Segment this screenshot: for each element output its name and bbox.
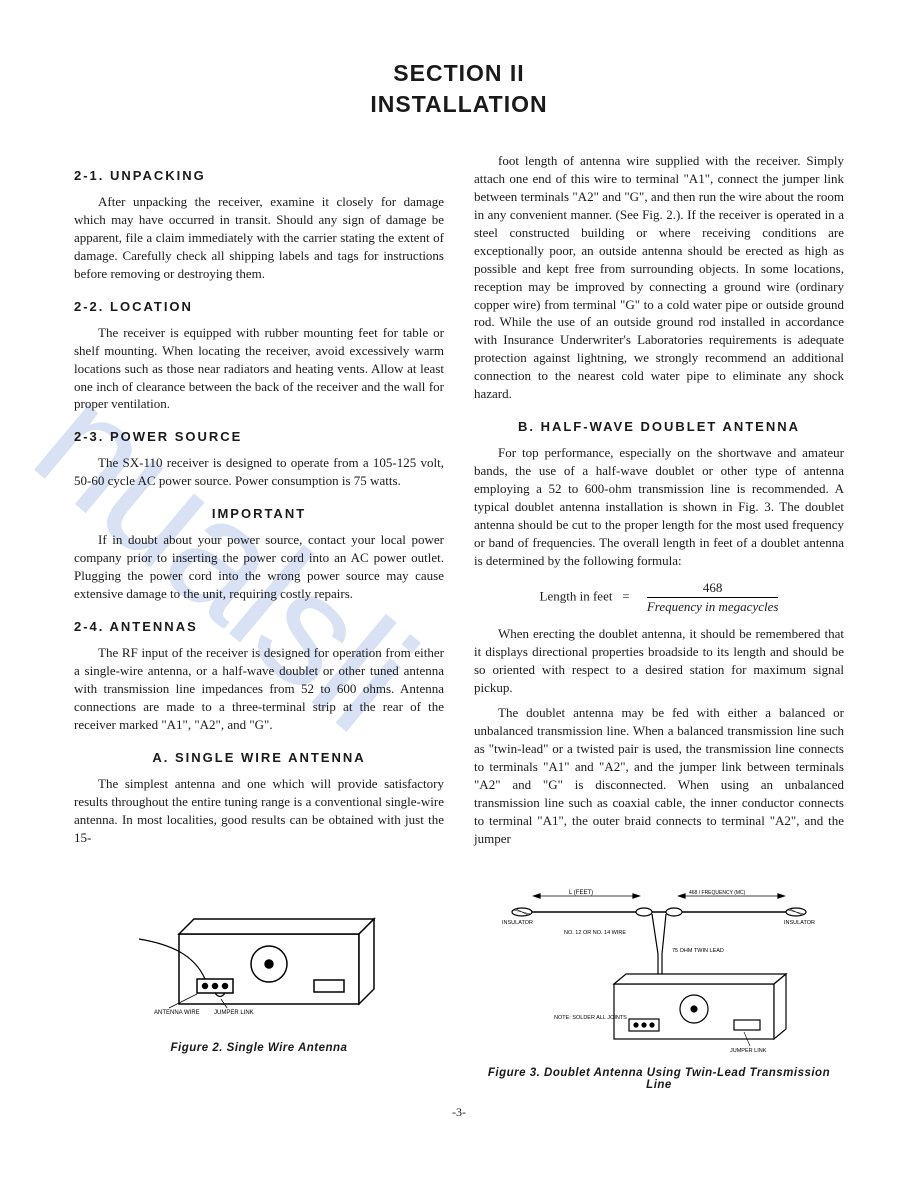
heading-location: 2-2. LOCATION	[74, 299, 444, 314]
para-antenna-wire-cont: foot length of antenna wire supplied wit…	[474, 152, 844, 403]
para-unpacking: After unpacking the receiver, examine it…	[74, 193, 444, 283]
two-column-layout: 2-1. UNPACKING After unpacking the recei…	[74, 152, 844, 856]
fig3-label-freq: 468 / FREQUENCY (MC)	[689, 890, 746, 896]
para-single-wire: The simplest antenna and one which will …	[74, 775, 444, 847]
heading-half-wave: B. HALF-WAVE DOUBLET ANTENNA	[474, 419, 844, 434]
fig3-label-length: L (FEET)	[569, 890, 593, 896]
fig3-label-twinlead: 75 OHM TWIN LEAD	[672, 948, 724, 954]
formula-eq: =	[622, 588, 629, 603]
heading-unpacking: 2-1. UNPACKING	[74, 168, 444, 183]
formula-fraction: 468 Frequency in megacycles	[647, 580, 779, 615]
figure-3: L (FEET) 468 / FREQUENCY (MC) INSULATOR …	[474, 884, 844, 1091]
fig3-label-note: NOTE: SOLDER ALL JOINTS	[554, 1015, 627, 1021]
para-antennas: The RF input of the receiver is designed…	[74, 644, 444, 734]
fig3-label-ins-r: INSULATOR	[784, 920, 815, 926]
fig3-label-ins-l: INSULATOR	[502, 920, 533, 926]
figures-row: ANTENNA WIRE JUMPER LINK Figure 2. Singl…	[74, 884, 844, 1091]
fig3-label-jumper: JUMPER LINK	[730, 1048, 767, 1054]
para-location: The receiver is equipped with rubber mou…	[74, 324, 444, 414]
para-important: If in doubt about your power source, con…	[74, 531, 444, 603]
heading-single-wire: A. SINGLE WIRE ANTENNA	[74, 750, 444, 765]
para-power-source: The SX-110 receiver is designed to opera…	[74, 454, 444, 490]
figure-3-svg: L (FEET) 468 / FREQUENCY (MC) INSULATOR …	[494, 884, 824, 1059]
left-column: 2-1. UNPACKING After unpacking the recei…	[74, 152, 444, 856]
fig3-label-wire: NO. 12 OR NO. 14 WIRE	[564, 930, 626, 936]
figure-2-svg: ANTENNA WIRE JUMPER LINK	[119, 884, 399, 1034]
figure-3-caption: Figure 3. Doublet Antenna Using Twin-Lea…	[474, 1067, 844, 1091]
formula-numerator: 468	[647, 580, 779, 598]
section-title: SECTION II	[74, 60, 844, 87]
fig2-label-jumper: JUMPER LINK	[214, 1010, 254, 1016]
para-half-wave-1: For top performance, especially on the s…	[474, 444, 844, 570]
figure-2: ANTENNA WIRE JUMPER LINK Figure 2. Singl…	[74, 884, 444, 1091]
formula-lhs: Length in feet	[540, 588, 613, 603]
para-half-wave-3: The doublet antenna may be fed with eith…	[474, 704, 844, 848]
formula-denominator: Frequency in megacycles	[647, 598, 779, 615]
figure-2-caption: Figure 2. Single Wire Antenna	[74, 1042, 444, 1054]
page-number: -3-	[74, 1105, 844, 1120]
section-subtitle: INSTALLATION	[74, 91, 844, 118]
fig2-label-antenna: ANTENNA WIRE	[154, 1010, 200, 1016]
para-half-wave-2: When erecting the doublet antenna, it sh…	[474, 625, 844, 697]
formula-length: Length in feet = 468 Frequency in megacy…	[474, 580, 844, 615]
heading-important: IMPORTANT	[74, 506, 444, 521]
heading-antennas: 2-4. ANTENNAS	[74, 619, 444, 634]
heading-power-source: 2-3. POWER SOURCE	[74, 429, 444, 444]
right-column: foot length of antenna wire supplied wit…	[474, 152, 844, 856]
